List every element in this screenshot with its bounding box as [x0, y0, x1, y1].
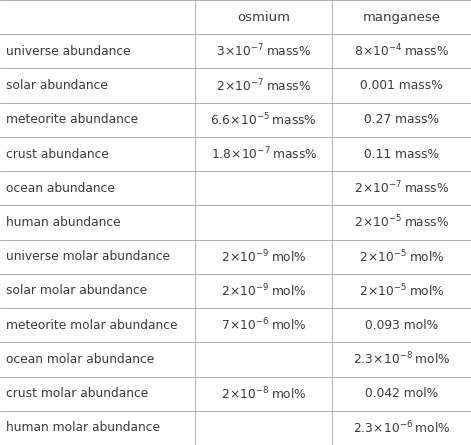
Text: human abundance: human abundance	[6, 216, 120, 229]
Text: $7\!\times\!10^{-6}$ mol%: $7\!\times\!10^{-6}$ mol%	[221, 317, 307, 333]
Text: meteorite molar abundance: meteorite molar abundance	[6, 319, 177, 332]
Text: meteorite abundance: meteorite abundance	[6, 113, 138, 126]
Text: $2\!\times\!10^{-5}$ mol%: $2\!\times\!10^{-5}$ mol%	[359, 283, 444, 299]
Text: $2\!\times\!10^{-5}$ mass%: $2\!\times\!10^{-5}$ mass%	[354, 214, 449, 231]
Text: $2\!\times\!10^{-9}$ mol%: $2\!\times\!10^{-9}$ mol%	[221, 283, 307, 299]
Text: human molar abundance: human molar abundance	[6, 421, 160, 434]
Text: ocean abundance: ocean abundance	[6, 182, 114, 195]
Text: solar molar abundance: solar molar abundance	[6, 284, 147, 297]
Text: $1.8\!\times\!10^{-7}$ mass%: $1.8\!\times\!10^{-7}$ mass%	[211, 146, 317, 162]
Text: $2\!\times\!10^{-9}$ mol%: $2\!\times\!10^{-9}$ mol%	[221, 248, 307, 265]
Text: ocean molar abundance: ocean molar abundance	[6, 353, 154, 366]
Text: 0.11 mass%: 0.11 mass%	[364, 148, 439, 161]
Text: $2.3\!\times\!10^{-6}$ mol%: $2.3\!\times\!10^{-6}$ mol%	[353, 420, 450, 436]
Text: 0.093 mol%: 0.093 mol%	[365, 319, 438, 332]
Text: solar abundance: solar abundance	[6, 79, 107, 92]
Text: crust abundance: crust abundance	[6, 148, 108, 161]
Text: 0.001 mass%: 0.001 mass%	[360, 79, 443, 92]
Text: $3\!\times\!10^{-7}$ mass%: $3\!\times\!10^{-7}$ mass%	[216, 43, 311, 60]
Text: $2\!\times\!10^{-5}$ mol%: $2\!\times\!10^{-5}$ mol%	[359, 248, 444, 265]
Text: universe abundance: universe abundance	[6, 45, 130, 58]
Text: $6.6\!\times\!10^{-5}$ mass%: $6.6\!\times\!10^{-5}$ mass%	[211, 112, 317, 128]
Text: $2\!\times\!10^{-7}$ mass%: $2\!\times\!10^{-7}$ mass%	[354, 180, 449, 197]
Text: 0.042 mol%: 0.042 mol%	[365, 387, 438, 400]
Text: $2\!\times\!10^{-7}$ mass%: $2\!\times\!10^{-7}$ mass%	[216, 77, 311, 94]
Text: manganese: manganese	[363, 11, 440, 24]
Text: $2\!\times\!10^{-8}$ mol%: $2\!\times\!10^{-8}$ mol%	[221, 385, 307, 402]
Text: crust molar abundance: crust molar abundance	[6, 387, 148, 400]
Text: osmium: osmium	[237, 11, 290, 24]
Text: $2.3\!\times\!10^{-8}$ mol%: $2.3\!\times\!10^{-8}$ mol%	[353, 351, 450, 368]
Text: $8\!\times\!10^{-4}$ mass%: $8\!\times\!10^{-4}$ mass%	[354, 43, 449, 60]
Text: 0.27 mass%: 0.27 mass%	[364, 113, 439, 126]
Text: universe molar abundance: universe molar abundance	[6, 250, 170, 263]
